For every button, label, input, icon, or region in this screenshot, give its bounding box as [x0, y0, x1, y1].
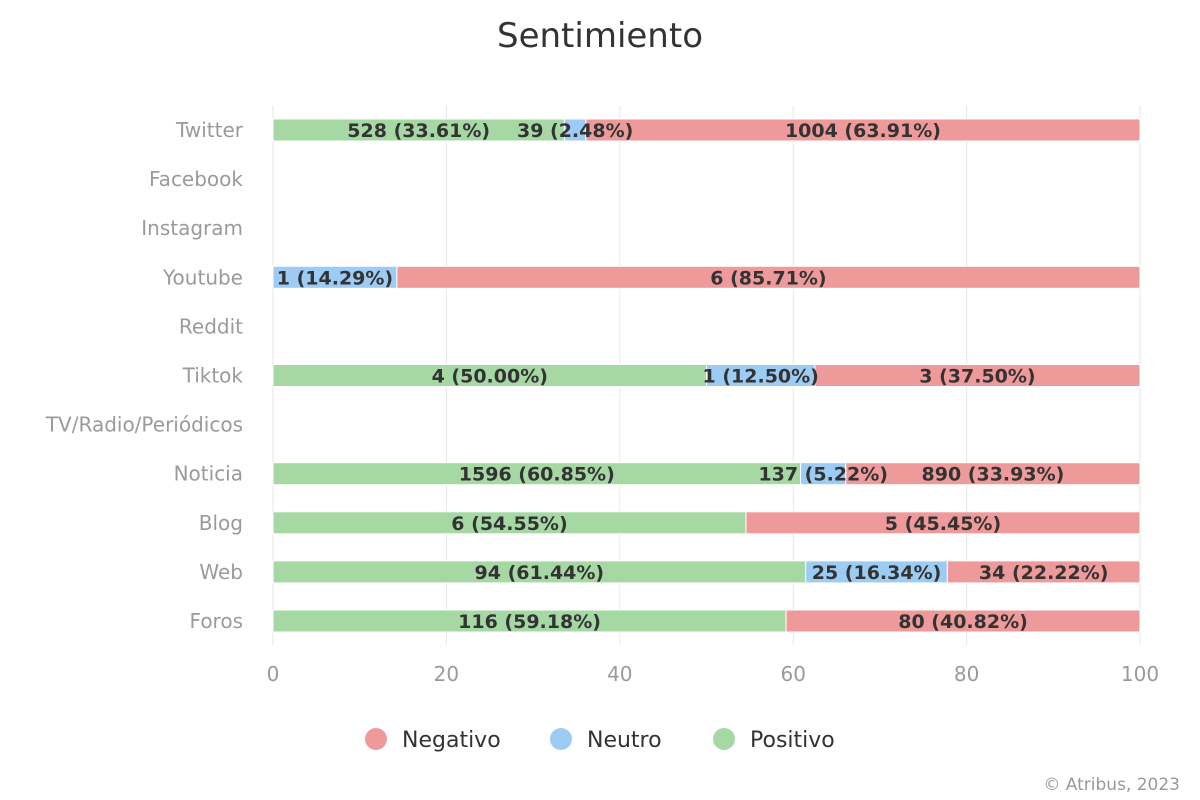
bars	[272, 118, 1141, 633]
data-label: 5 (45.45%)	[885, 513, 1001, 535]
data-label: 94 (61.44%)	[475, 562, 605, 584]
x-tick-label: 20	[434, 662, 459, 686]
category-label: Noticia	[174, 462, 243, 486]
x-axis-tick-labels: 0 20 40 60 80 100	[267, 662, 1159, 686]
chart-credit[interactable]: © Atribus, 2023	[1043, 775, 1180, 795]
data-label: 6 (85.71%)	[710, 267, 826, 289]
category-label: Blog	[199, 511, 243, 535]
bar-segment-negativo-10[interactable]	[785, 609, 1141, 633]
bar-segment-negativo-7[interactable]	[845, 462, 1141, 486]
data-label: 116 (59.18%)	[458, 611, 601, 633]
data-label: 80 (40.82%)	[898, 611, 1028, 633]
legend-label-negativo[interactable]: Negativo	[402, 728, 501, 753]
bar-segment-negativo-8[interactable]	[745, 511, 1141, 535]
data-label: 137 (5.22%)	[758, 464, 888, 486]
data-label: 6 (54.55%)	[451, 513, 567, 535]
category-label: Web	[199, 560, 243, 584]
bar-segment-negativo-3[interactable]	[396, 265, 1141, 289]
data-label: 3 (37.50%)	[919, 366, 1035, 388]
data-label: 1 (12.50%)	[703, 366, 819, 388]
x-tick-label: 100	[1121, 662, 1159, 686]
data-label: 25 (16.34%)	[812, 562, 942, 584]
x-tick-label: 40	[607, 662, 632, 686]
x-tick-label: 80	[954, 662, 979, 686]
chart-title: Sentimiento	[497, 16, 703, 56]
data-label: 890 (33.93%)	[922, 464, 1065, 486]
data-label: 39 (2.48%)	[517, 120, 633, 142]
x-tick-label: 60	[780, 662, 805, 686]
category-label: Facebook	[149, 167, 243, 191]
data-label: 4 (50.00%)	[432, 366, 548, 388]
x-tick-label: 0	[267, 662, 280, 686]
category-labels: Twitter Facebook Instagram Youtube Reddit Tik…	[45, 118, 244, 633]
category-label: Twitter	[175, 118, 244, 142]
category-label: Tiktok	[182, 364, 244, 388]
category-label: Reddit	[179, 314, 243, 338]
data-label: 1 (14.29%)	[277, 267, 393, 289]
legend-marker-negativo[interactable]	[365, 728, 387, 750]
category-label: Instagram	[141, 216, 243, 240]
category-label: Foros	[190, 609, 243, 633]
data-labels: 528 (33.61%) 39 (2.48%) 1004 (63.91%) 1 (14…	[277, 120, 1109, 633]
legend-label-positivo[interactable]: Positivo	[750, 728, 835, 753]
category-label: Youtube	[162, 265, 243, 289]
legend[interactable]: Negativo Neutro Positivo	[365, 728, 835, 753]
data-label: 1596 (60.85%)	[459, 464, 615, 486]
data-label: 1004 (63.91%)	[785, 120, 941, 142]
bar-segment-negativo-9[interactable]	[946, 560, 1141, 584]
legend-marker-positivo[interactable]	[713, 728, 735, 750]
category-label: TV/Radio/Periódicos	[45, 413, 243, 437]
bar-segment-negativo-5[interactable]	[814, 364, 1141, 387]
legend-marker-neutro[interactable]	[550, 728, 572, 750]
bar-segment-negativo-0[interactable]	[585, 118, 1141, 142]
data-label: 528 (33.61%)	[347, 120, 490, 142]
legend-label-neutro[interactable]: Neutro	[587, 728, 662, 753]
data-label: 34 (22.22%)	[979, 562, 1109, 584]
